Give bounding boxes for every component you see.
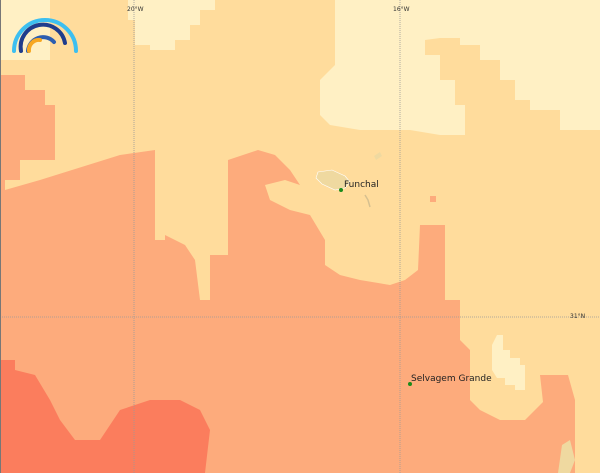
rainbow-arcs-logo-icon [12, 18, 78, 53]
island-canary-tip [558, 440, 575, 473]
field-pale-topcenter [128, 0, 215, 50]
field-salmon-east [520, 375, 575, 473]
field-red [0, 360, 210, 473]
field-pale-north [320, 0, 600, 135]
lon-label: 20°W [127, 6, 144, 13]
island-desertas [364, 194, 371, 208]
field-pale-south [492, 335, 525, 390]
island-madeira [315, 169, 351, 191]
lat-label: 31°N [570, 313, 586, 320]
place-marker-funchal[interactable] [339, 188, 343, 192]
field-pale-topleft [0, 0, 50, 60]
lon-label: 16°W [393, 6, 410, 13]
island-porto-santo [374, 152, 382, 160]
field-salmon-pocket [172, 155, 185, 190]
place-label-funchal[interactable]: Funchal [344, 180, 379, 190]
field-salmon-speck [430, 196, 436, 202]
place-label-selvagem-grande[interactable]: Selvagem Grande [411, 374, 492, 384]
place-marker-selvagem-grande[interactable] [408, 382, 412, 386]
field-salmon-main [0, 75, 545, 473]
